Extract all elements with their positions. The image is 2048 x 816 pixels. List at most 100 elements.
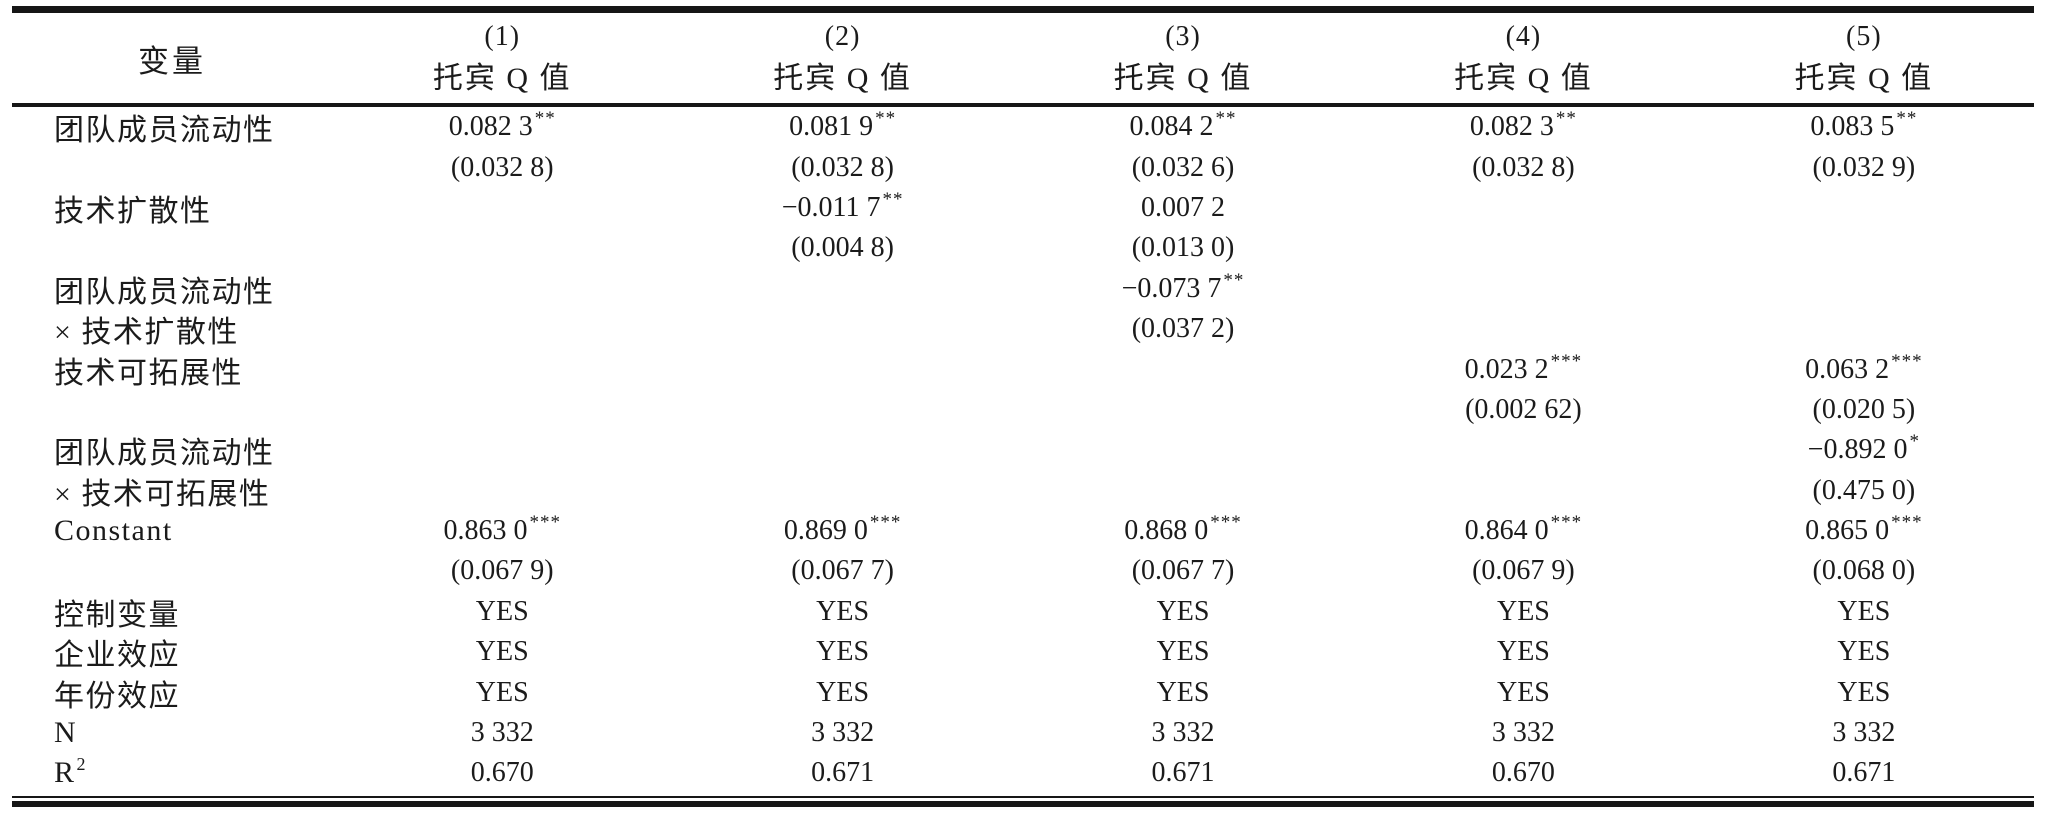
cell-value: (0.067 7) xyxy=(791,555,894,587)
significance-stars: *** xyxy=(1210,512,1242,534)
table-cell: (0.002 62) xyxy=(1353,394,1693,426)
cell-value: YES xyxy=(1837,595,1891,627)
header-col-4: (4) 托宾 Q 值 xyxy=(1353,13,1693,103)
cell-value: 3 332 xyxy=(1151,717,1215,749)
cell-value: (0.067 9) xyxy=(450,555,554,587)
cell-value: (0.002 62) xyxy=(1465,393,1582,425)
cell-value: (0.032 8) xyxy=(1472,151,1575,183)
table-row: 团队成员流动性 −0.073 7 ** xyxy=(12,269,2034,309)
table-cell: YES xyxy=(332,596,672,628)
cell-value: (0.032 8) xyxy=(450,151,554,183)
cell-value: 0.081 9 xyxy=(789,111,874,143)
table-row: (0.032 8) (0.032 8) (0.032 6) (0.032 8) (0.0… xyxy=(12,147,2034,187)
row-label: 企业效应 xyxy=(12,630,332,674)
significance-stars: ** xyxy=(1215,108,1237,130)
significance-stars: ** xyxy=(1896,108,1918,130)
table-cell: 0.671 xyxy=(1013,757,1353,789)
table-cell: (0.037 2) xyxy=(1013,313,1353,345)
cell-value: 3 332 xyxy=(470,717,534,749)
table-row: 团队成员流动性 0.082 3 ** 0.081 9 ** 0.084 2 ** 0.082 … xyxy=(12,107,2034,147)
table-cell: YES xyxy=(1013,596,1353,628)
row-label: 年份效应 xyxy=(12,671,332,715)
cell-value: 0.671 xyxy=(1151,757,1215,789)
header-variable-cell: 变量 xyxy=(12,13,332,103)
cell-value: 0.083 5 xyxy=(1810,111,1895,143)
table-cell: 0.007 2 xyxy=(1013,192,1353,224)
table-cell: 0.082 3 ** xyxy=(1353,108,1693,143)
cell-value: (0.013 0) xyxy=(1131,232,1235,264)
table-cell: YES xyxy=(1353,636,1693,668)
row-label: Constant xyxy=(12,514,332,548)
table-cell: 0.670 xyxy=(332,757,672,789)
table-top-rule xyxy=(12,6,2034,13)
table-cell: 3 332 xyxy=(1353,717,1693,749)
significance-stars: ** xyxy=(1223,269,1245,291)
row-label-text: × 技术可拓展性 xyxy=(54,477,271,511)
cell-value: YES xyxy=(1837,676,1891,708)
significance-stars: *** xyxy=(1550,512,1583,534)
table-row: × 技术扩散性 (0.037 2) xyxy=(12,309,2034,349)
table-cell: (0.068 0) xyxy=(1694,555,2034,587)
table-cell: (0.067 7) xyxy=(672,555,1012,587)
cell-value: 0.671 xyxy=(1832,757,1896,789)
table-cell: (0.032 6) xyxy=(1013,152,1353,184)
significance-stars: ** xyxy=(882,188,904,210)
cell-value: YES xyxy=(1156,676,1210,708)
table-cell: 0.670 xyxy=(1353,757,1693,789)
table-cell: YES xyxy=(1013,636,1353,668)
cell-value: 3 332 xyxy=(1491,717,1555,749)
row-label: 技术可拓展性 xyxy=(12,348,332,392)
table-cell: (0.067 9) xyxy=(1353,555,1693,587)
significance-stars: ** xyxy=(875,108,897,130)
cell-value: −0.073 7 xyxy=(1121,272,1222,304)
table-cell: (0.020 5) xyxy=(1694,394,2034,426)
row-label: 技术扩散性 xyxy=(12,186,332,230)
table-row: 年份效应 YES YES YES YES YES xyxy=(12,671,2034,715)
cell-value: YES xyxy=(816,676,870,708)
table-cell: 0.081 9 ** xyxy=(672,108,1012,143)
table-cell: YES xyxy=(1694,677,2034,709)
cell-value: (0.067 9) xyxy=(1472,555,1575,587)
table-cell: −0.011 7 ** xyxy=(672,188,1012,224)
significance-stars: *** xyxy=(1891,512,1923,534)
table-cell: (0.004 8) xyxy=(672,232,1012,264)
table-cell: 3 332 xyxy=(672,717,1012,749)
table-row: (0.002 62) (0.020 5) xyxy=(12,390,2034,430)
model-number: (4) xyxy=(1505,21,1542,52)
cell-value: YES xyxy=(475,595,529,627)
model-number: (3) xyxy=(1165,21,1201,52)
cell-value: YES xyxy=(1156,595,1210,627)
cell-value: YES xyxy=(1496,636,1550,668)
cell-value: 0.670 xyxy=(1491,757,1555,789)
cell-value: YES xyxy=(1496,595,1550,627)
table-cell: 0.063 2 *** xyxy=(1694,351,2034,386)
row-label-text: R xyxy=(54,756,76,790)
row-label: N xyxy=(12,716,332,750)
cell-value: (0.032 6) xyxy=(1131,151,1235,183)
table-cell: 0.084 2 ** xyxy=(1013,108,1353,143)
table-row: N 3 332 3 332 3 332 3 332 3 332 xyxy=(12,713,2034,753)
cell-value: YES xyxy=(475,636,529,668)
table-row: Constant 0.863 0 *** 0.869 0 *** 0.868 0 *** 0.… xyxy=(12,511,2034,551)
row-label: 控制变量 xyxy=(12,590,332,634)
cell-value: (0.004 8) xyxy=(791,232,894,264)
table-cell: 0.863 0 *** xyxy=(332,512,672,547)
table-cell: YES xyxy=(672,677,1012,709)
cell-value: 0.082 3 xyxy=(1469,111,1554,143)
cell-value: 0.023 2 xyxy=(1464,353,1549,385)
table-cell: YES xyxy=(672,596,1012,628)
cell-value: YES xyxy=(1837,636,1891,668)
cell-value: (0.037 2) xyxy=(1131,313,1235,345)
table-cell: (0.475 0) xyxy=(1694,475,2034,507)
dependent-variable-label: 托宾 Q 值 xyxy=(1454,62,1593,95)
cell-value: YES xyxy=(816,595,870,627)
table-cell: 0.082 3 ** xyxy=(332,108,672,143)
cell-value: (0.475 0) xyxy=(1812,474,1916,506)
table-cell: YES xyxy=(1694,596,2034,628)
table-row: × 技术可拓展性 (0.475 0) xyxy=(12,471,2034,511)
table-cell: 0.671 xyxy=(672,757,1012,789)
header-col-5: (5) 托宾 Q 值 xyxy=(1694,13,2034,103)
header-col-3: (3) 托宾 Q 值 xyxy=(1013,13,1353,103)
cell-value: −0.011 7 xyxy=(781,191,881,223)
table-row: 技术扩散性 −0.011 7 ** 0.007 2 xyxy=(12,188,2034,228)
